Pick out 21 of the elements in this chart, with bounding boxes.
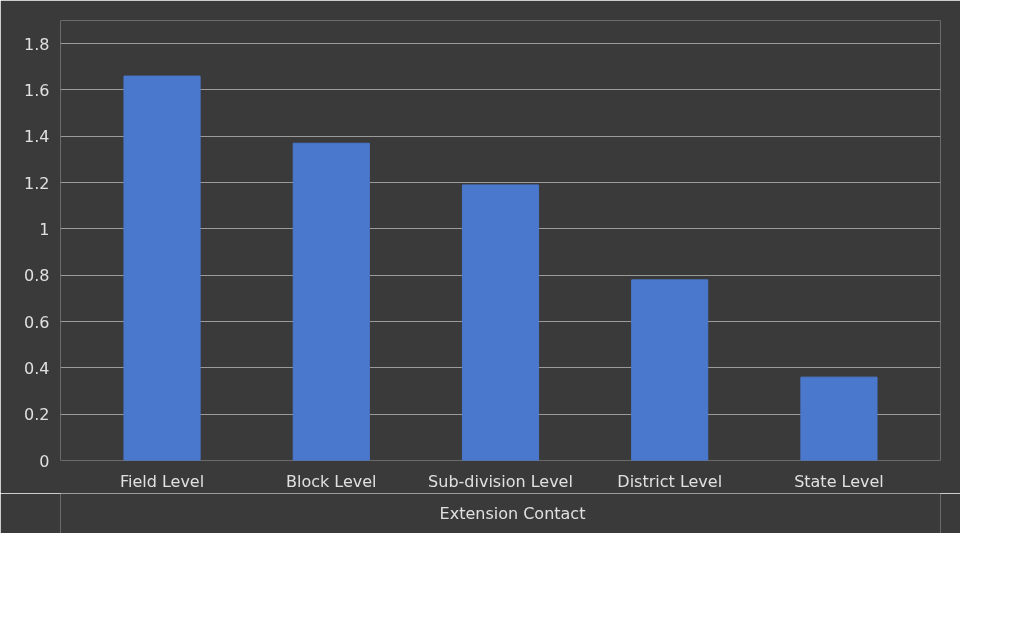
x-tick-label: District Level bbox=[617, 471, 723, 491]
y-tick-label: 0.6 bbox=[24, 312, 50, 332]
x-tick-label: Sub-division Level bbox=[428, 471, 573, 491]
y-tick-label: 1 bbox=[39, 219, 50, 239]
x-tick-label: Block Level bbox=[285, 471, 377, 491]
y-tick-label: 1.2 bbox=[24, 173, 50, 193]
bar bbox=[292, 142, 370, 461]
y-tick-label: 1.4 bbox=[24, 127, 50, 147]
y-tick-label: 0.8 bbox=[24, 266, 50, 286]
y-tick-label: 1.6 bbox=[24, 80, 50, 100]
y-tick-label: 0 bbox=[39, 451, 50, 471]
text: Extension Contact bbox=[439, 503, 586, 523]
bar bbox=[800, 376, 878, 461]
x-tick-label: State Level bbox=[794, 471, 884, 491]
bar bbox=[123, 75, 201, 461]
y-tick-label: 0.4 bbox=[24, 358, 50, 378]
bar bbox=[631, 279, 709, 461]
bar bbox=[461, 184, 540, 461]
x-tick-label: Field Level bbox=[119, 471, 205, 491]
y-tick-label: 1.8 bbox=[24, 34, 50, 54]
y-tick-label: 0.2 bbox=[24, 405, 50, 425]
